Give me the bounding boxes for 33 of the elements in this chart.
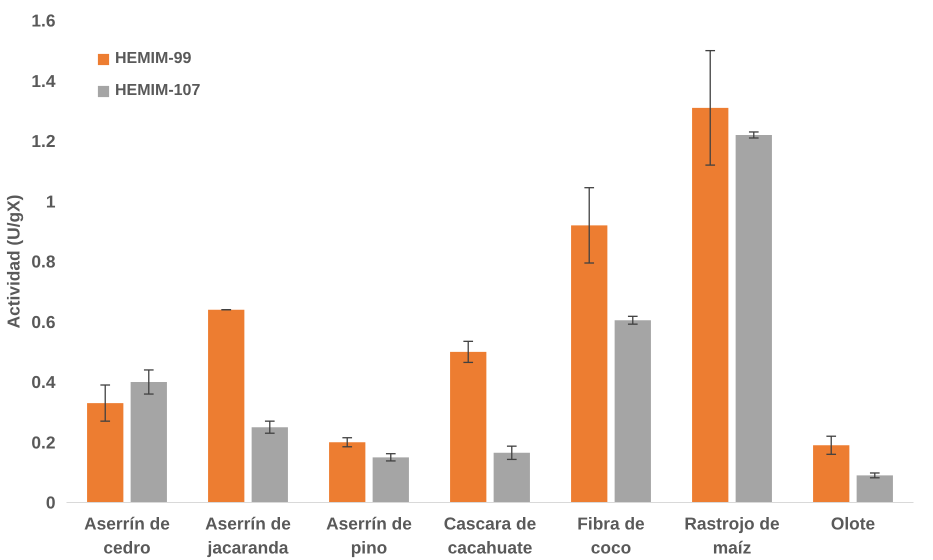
y-tick-label: 0.4 (31, 372, 56, 392)
y-axis-title: Actividad (U/gX) (3, 194, 24, 328)
y-tick-label: 0 (46, 492, 56, 512)
bar (494, 452, 530, 502)
x-tick-label: Aserrín de pino (326, 514, 412, 558)
bar (208, 310, 244, 502)
y-tick-label: 1.2 (31, 131, 56, 151)
x-tick-label: Fibra de coco (577, 514, 646, 558)
bar (692, 108, 728, 502)
y-tick-label: 1.4 (31, 70, 56, 91)
y-tick-label: 1.6 (31, 10, 56, 30)
bar (571, 225, 608, 502)
y-tick-label: 0.2 (31, 432, 56, 452)
bar (736, 134, 772, 502)
x-tick-label: Aserrín de jacaranda (205, 514, 292, 558)
bar (856, 475, 893, 502)
legend-label: HEMIM-99 (115, 50, 192, 68)
y-tick-label: 0.6 (31, 312, 56, 332)
x-tick-label: Rastrojo de maíz (684, 514, 780, 558)
bar (372, 457, 409, 502)
y-tick-label: 1 (46, 191, 56, 212)
legend-label: HEMIM-107 (115, 82, 200, 100)
bar (813, 445, 850, 502)
bar (450, 352, 486, 502)
x-tick-label: Olote (830, 514, 876, 534)
x-tick-label: Aserrín de cedro (84, 514, 170, 558)
x-tick-label: Cascara de cacahuate (444, 514, 537, 558)
bar (87, 403, 124, 502)
bar (329, 442, 366, 502)
bar (130, 382, 167, 502)
y-tick-label: 0.8 (31, 252, 56, 272)
bar (252, 427, 288, 502)
bar (614, 320, 651, 502)
